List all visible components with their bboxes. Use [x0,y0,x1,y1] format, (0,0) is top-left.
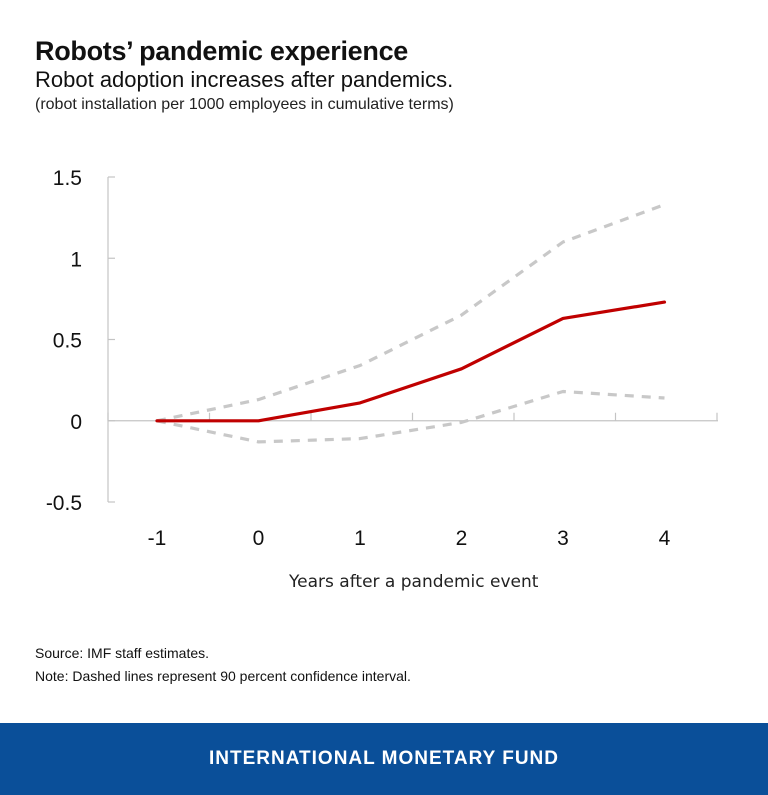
y-tick-label: 0 [70,411,82,434]
x-tick-label: 0 [253,527,265,550]
chart-subtitle: Robot adoption increases after pandemics… [35,67,454,92]
chart-title: Robots’ pandemic experience [35,36,409,66]
series-line-upper-bound [156,203,666,423]
unit-note: (robot installation per 1000 employees i… [35,96,454,113]
line-chart: -0.5 0 0.5 1 1.5 -1 0 1 2 3 4 Years after a pandem… [46,167,718,592]
chart-series [155,203,667,444]
chart-ticks: -0.5 0 0.5 1 1.5 -1 0 1 2 3 4 [46,167,671,550]
source-note: Source: IMF staff estimates. [35,645,210,661]
footer-bar: INTERNATIONAL MONETARY FUND [0,723,768,795]
x-axis-label: Years after a pandemic event [288,572,539,592]
chart-axes [107,176,718,503]
series-line-lower-bound [156,389,665,444]
x-tick-label: 3 [557,527,569,550]
y-tick-label: 1 [70,248,82,271]
x-tick-label: 4 [659,527,671,550]
x-tick-label: -1 [148,527,167,550]
series-line-estimate [155,300,667,423]
footnote: Note: Dashed lines represent 90 percent … [35,668,411,684]
y-tick-label: -0.5 [46,492,82,515]
x-tick-label: 1 [354,527,366,550]
organization-name: INTERNATIONAL MONETARY FUND [209,748,559,769]
y-tick-label: 1.5 [53,167,82,190]
y-tick-label: 0.5 [53,330,82,353]
x-tick-label: 2 [456,527,468,550]
